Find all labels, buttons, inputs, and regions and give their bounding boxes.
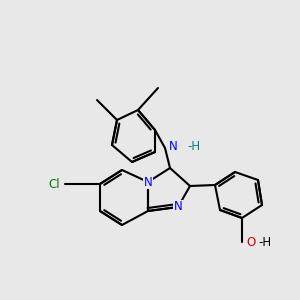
- Text: N: N: [174, 200, 182, 214]
- Text: Cl: Cl: [48, 178, 60, 190]
- Text: N: N: [169, 140, 177, 152]
- Text: O: O: [246, 236, 255, 248]
- Text: -H: -H: [258, 236, 271, 248]
- Text: N: N: [144, 176, 152, 188]
- Text: -H: -H: [187, 140, 200, 152]
